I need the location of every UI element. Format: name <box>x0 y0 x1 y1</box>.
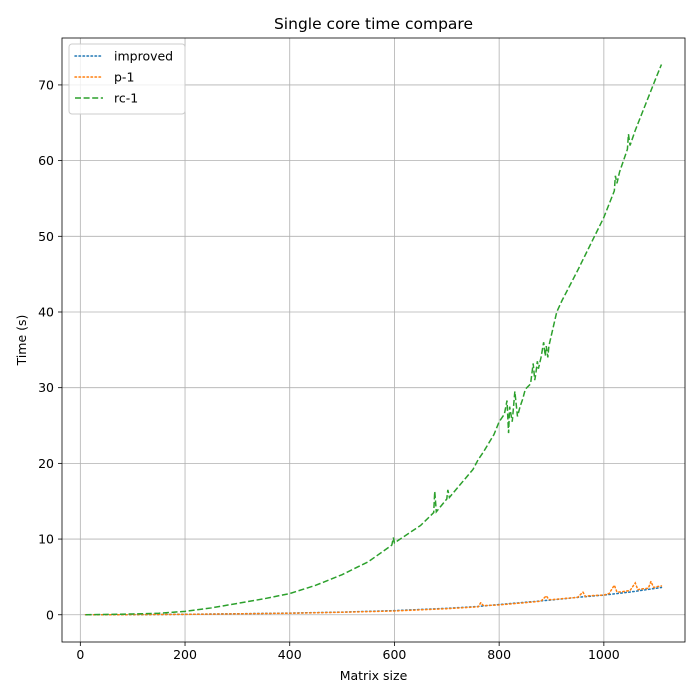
x-tick-label: 1000 <box>588 647 620 662</box>
legend-label-rc-1: rc-1 <box>114 91 138 106</box>
x-tick-label: 800 <box>487 647 511 662</box>
x-tick-label: 600 <box>383 647 407 662</box>
axis-ticks: 0 200 400 600 800 1000 0 10 20 30 40 50 60 70 <box>38 77 620 662</box>
y-tick-label: 30 <box>38 380 54 395</box>
y-tick-label: 40 <box>38 304 54 319</box>
series-line-p-1 <box>84 579 663 616</box>
y-axis-title: Time (s) <box>14 315 29 367</box>
legend-label-p-1: p-1 <box>114 70 134 85</box>
plot-frame <box>61 37 686 643</box>
y-tick-label: 10 <box>38 532 54 547</box>
series-lines <box>84 64 663 616</box>
legend: improved p-1 rc-1 <box>68 43 186 115</box>
grid-lines <box>62 38 685 642</box>
y-tick-label: 70 <box>38 77 54 92</box>
x-tick-label: 400 <box>278 647 302 662</box>
y-tick-label: 20 <box>38 456 54 471</box>
x-tick-label: 0 <box>76 647 84 662</box>
x-tick-label: 200 <box>173 647 197 662</box>
y-tick-label: 60 <box>38 153 54 168</box>
legend-label-improved: improved <box>114 49 173 64</box>
series-line-rc-1 <box>85 64 663 616</box>
chart-title: Single core time compare <box>274 15 473 33</box>
y-tick-label: 0 <box>46 607 54 622</box>
legend-box <box>68 43 186 115</box>
y-tick-label: 50 <box>38 229 54 244</box>
x-axis-title: Matrix size <box>340 668 408 683</box>
